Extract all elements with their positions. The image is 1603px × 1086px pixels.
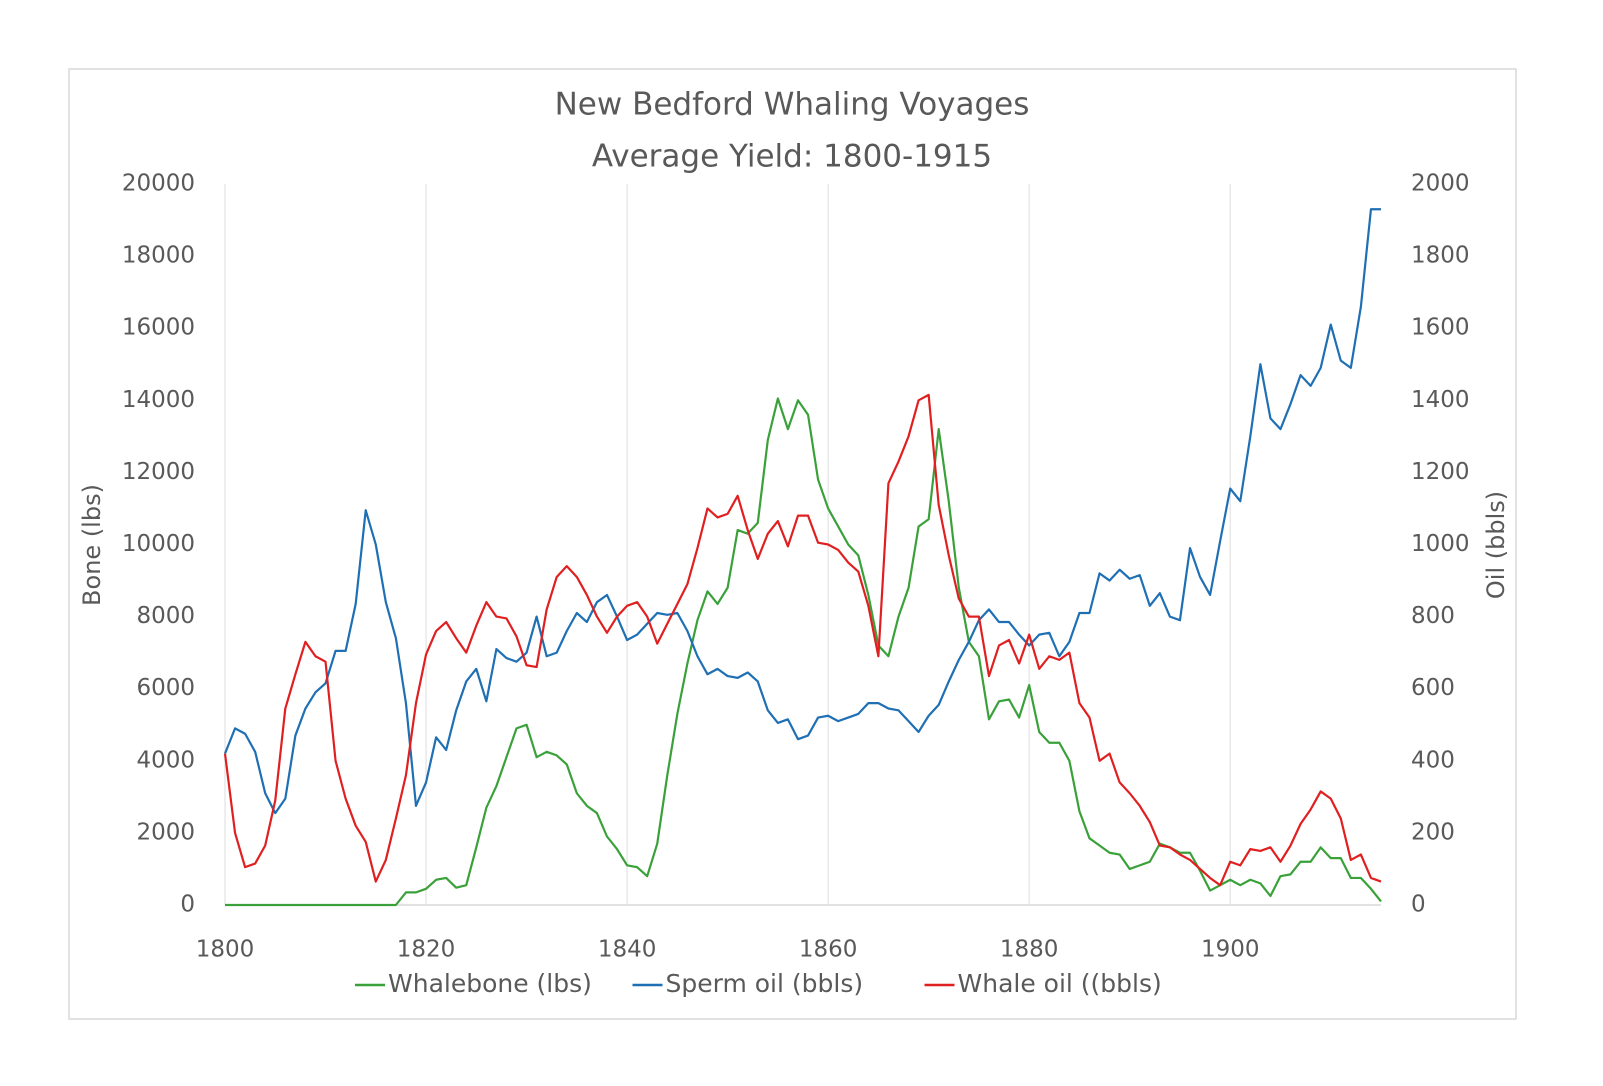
x-tick-label: 1860 [799,937,858,963]
y-tick-label: 10000 [122,531,195,557]
legend-label: Sperm oil (bbls) [666,969,864,998]
x-tick-label: 1820 [397,937,456,963]
chart-frame [68,68,1517,1020]
y2-tick-label: 1600 [1411,315,1470,341]
legend-label: Whale oil ((bbls) [958,969,1162,998]
chart-subtitle: Average Yield: 1800-1915 [592,139,992,175]
y2-tick-label: 600 [1411,675,1455,701]
y2-tick-label: 1200 [1411,459,1470,485]
y-axis-label: Bone (lbs) [78,484,106,606]
series-line [223,208,1381,815]
y-tick-label: 12000 [122,459,195,485]
y2-tick-label: 2000 [1411,171,1470,197]
series-line [223,393,1382,887]
y-tick-label: 18000 [122,243,195,269]
y-tick-label: 14000 [122,387,195,413]
y-tick-label: 4000 [136,747,195,773]
y2-tick-label: 1000 [1411,531,1470,557]
x-tick-label: 1900 [1201,937,1260,963]
y2-tick-label: 0 [1411,892,1426,918]
y-tick-label: 2000 [136,819,195,845]
y2-tick-label: 200 [1411,819,1455,845]
y-tick-label: 6000 [136,675,195,701]
x-tick-label: 1840 [598,937,657,963]
chart-title: New Bedford Whaling Voyages [555,87,1030,123]
y2-tick-label: 400 [1411,747,1455,773]
x-tick-label: 1880 [1000,937,1059,963]
y-tick-label: 16000 [122,315,195,341]
y-tick-label: 20000 [122,171,195,197]
y2-tick-label: 800 [1411,603,1455,629]
series-line [225,397,1382,907]
y2-tick-label: 1400 [1411,387,1470,413]
y2-axis-label: Oil (bbls) [1482,491,1510,599]
x-tick-label: 1800 [196,937,255,963]
y2-tick-label: 1800 [1411,243,1470,269]
y-tick-label: 0 [180,892,195,918]
y-tick-label: 8000 [136,603,195,629]
legend-label: Whalebone (lbs) [388,969,592,998]
